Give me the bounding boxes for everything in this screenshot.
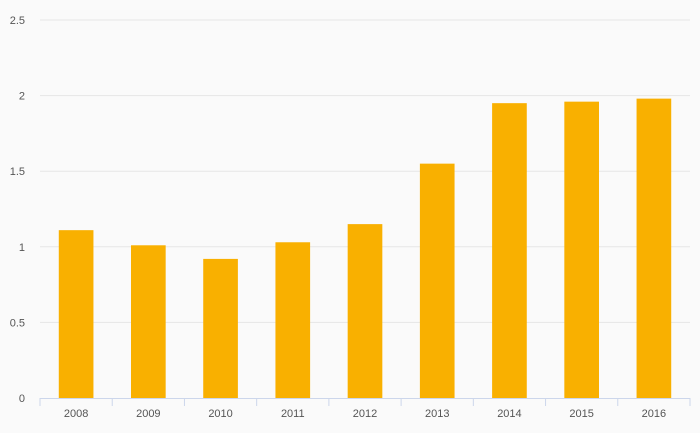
x-tick-label: 2008	[64, 408, 88, 420]
bar-2016[interactable]	[636, 98, 672, 399]
x-tick-label: 2013	[425, 408, 449, 420]
bar-2013[interactable]	[419, 163, 455, 398]
bar-2012[interactable]	[347, 224, 383, 398]
y-tick-label: 1.5	[10, 166, 25, 178]
x-tick-label: 2015	[569, 408, 593, 420]
x-tick-label: 2016	[642, 408, 666, 420]
x-tick-label: 2009	[136, 408, 160, 420]
x-tick-label: 2010	[208, 408, 232, 420]
bar-2008[interactable]	[58, 230, 94, 398]
y-tick-label: 0.5	[10, 317, 25, 329]
x-tick-label: 2012	[353, 408, 377, 420]
y-axis-ticks: 0 0.5 1 1.5 2 2.5	[10, 15, 25, 405]
bar-2015[interactable]	[564, 101, 599, 398]
y-tick-label: 1	[19, 242, 25, 254]
bar-2011[interactable]	[275, 242, 311, 398]
y-tick-label: 2	[19, 91, 25, 103]
bar-2009[interactable]	[131, 245, 166, 398]
bar-2014[interactable]	[492, 103, 527, 398]
x-tick-label: 2011	[281, 408, 305, 420]
y-tick-label: 2.5	[10, 15, 25, 27]
bar-2010[interactable]	[203, 258, 238, 398]
y-tick-label: 0	[19, 393, 25, 405]
x-axis-ticks: 2008 2009 2010 2011 2012 2013 2014 2015 2016	[39, 398, 691, 420]
bars	[58, 98, 672, 399]
x-tick-label: 2014	[497, 408, 521, 420]
